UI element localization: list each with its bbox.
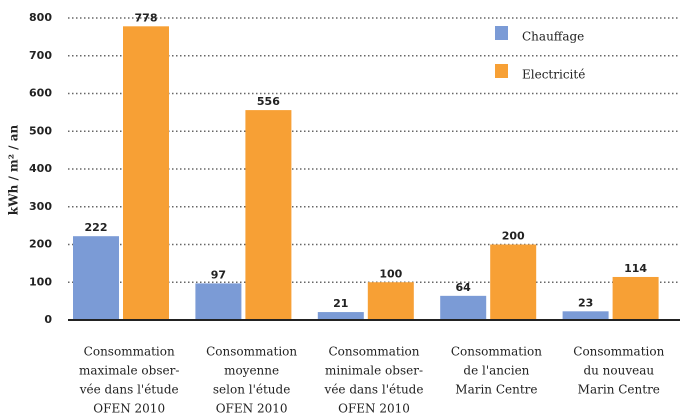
y-tick-label: 500 [29,124,52,137]
value-label: 200 [502,230,525,243]
y-tick-label: 800 [29,11,52,24]
x-tick-label: de l'ancien [463,364,529,378]
x-tick-label: Consommation [206,345,297,359]
y-tick-label: 0 [44,313,52,326]
x-tick-label: Consommation [328,345,419,359]
bar [123,26,169,321]
x-tick-label: Marin Centre [455,383,537,397]
x-tick-label: vée dans l'étude [324,383,424,397]
x-tick-label: vée dans l'étude [79,383,179,397]
legend-label: Electricité [522,68,585,82]
x-tick-label: Consommation [451,345,542,359]
value-label: 97 [211,268,226,281]
value-label: 556 [257,95,280,108]
value-label: 222 [85,221,108,234]
x-tick-label: moyenne [224,364,279,378]
x-tick-label: du nouveau [583,364,654,378]
value-label: 23 [578,296,593,309]
bar [562,311,609,320]
bar [490,244,537,320]
x-tick-label: Consommation [573,345,664,359]
x-tick-label: Marin Centre [578,383,660,397]
bar [245,110,292,320]
bar [317,312,364,320]
x-tick-label: selon l'étude [213,383,290,397]
y-tick-label: 700 [29,49,52,62]
value-label: 778 [135,11,158,24]
x-tick-label: maximale obser- [79,364,179,378]
y-tick-label: 400 [29,162,52,175]
bar [440,295,487,320]
y-tick-label: 100 [29,275,52,288]
legend-swatch [495,64,508,78]
x-tick-label: OFEN 2010 [338,402,410,416]
y-tick-label: 300 [29,200,52,213]
bar [612,276,659,320]
legend-label: Chauffage [522,30,584,44]
x-tick-label: OFEN 2010 [216,402,288,416]
y-tick-label: 200 [29,238,52,251]
x-tick-label: Consommation [84,345,175,359]
legend-swatch [495,26,508,40]
bar [73,236,119,320]
bar [195,283,242,320]
value-label: 100 [379,267,402,280]
bar [367,282,414,320]
x-tick-label: minimale obser- [325,364,423,378]
value-label: 21 [333,297,348,310]
value-label: 114 [624,262,647,275]
y-tick-label: 600 [29,87,52,100]
x-tick-label: OFEN 2010 [93,402,165,416]
y-axis-label: kWh / m² / an [7,125,21,216]
value-label: 64 [456,281,472,294]
